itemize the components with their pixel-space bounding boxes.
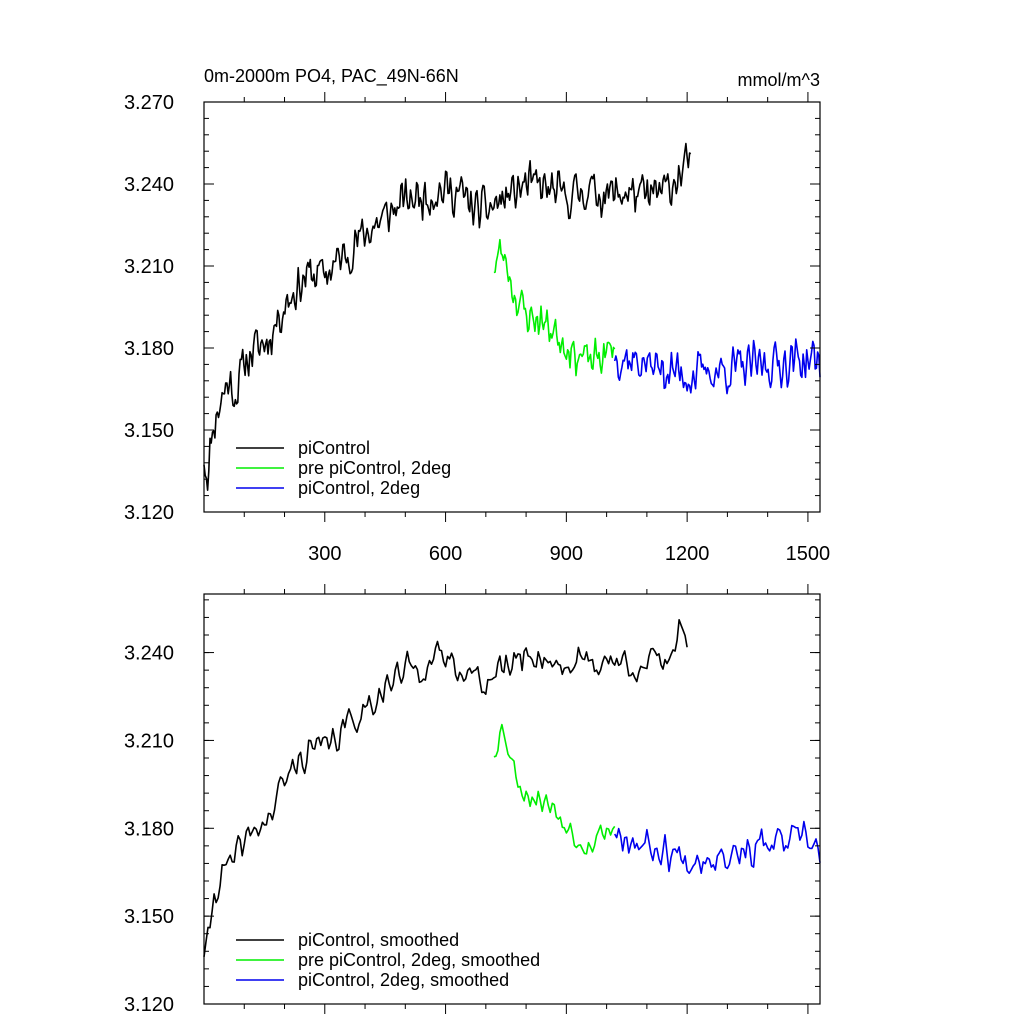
series-line-pre-picontrol-2deg <box>493 238 616 377</box>
bottom-panel-axes: 3.120 3.150 3.180 3.210 3.240 <box>124 584 821 1016</box>
x-tick-label: 600 <box>429 543 462 565</box>
x-tick-label: 1200 <box>665 543 710 565</box>
legend-label: piControl <box>298 438 370 458</box>
units-label: mmol/m^3 <box>738 70 820 90</box>
series-line-picontrol-smoothed <box>203 618 688 958</box>
bottom-panel: 3.120 3.150 3.180 3.210 3.240 piControl, smo… <box>124 584 821 1016</box>
legend-label: piControl, 2deg <box>298 478 420 498</box>
y-tick-label: 3.210 <box>124 256 174 278</box>
series-line-picontrol-2deg <box>613 338 821 395</box>
y-tick-label: 3.270 <box>124 92 174 114</box>
legend-label: pre piControl, 2deg <box>298 458 451 478</box>
legend-label: pre piControl, 2deg, smoothed <box>298 950 540 970</box>
y-tick-label: 3.120 <box>124 994 174 1016</box>
series-line-pre-picontrol-2deg-smoothed <box>493 723 616 855</box>
y-tick-label: 3.120 <box>124 502 174 524</box>
y-tick-label: 3.150 <box>124 906 174 928</box>
bottom-panel-series <box>203 618 821 958</box>
y-tick-label: 3.180 <box>124 818 174 840</box>
top-panel: 3.120 3.150 3.180 3.210 3.240 3.270 300 600 900 1… <box>124 92 830 565</box>
legend-label: piControl, smoothed <box>298 930 459 950</box>
plot-frame <box>203 593 821 1005</box>
y-tick-label: 3.150 <box>124 420 174 442</box>
x-tick-label: 900 <box>550 543 583 565</box>
y-tick-label: 3.180 <box>124 338 174 360</box>
x-tick-label: 1500 <box>786 543 831 565</box>
top-panel-series <box>203 142 821 492</box>
y-tick-label: 3.240 <box>124 643 174 665</box>
figure-title: 0m-2000m PO4, PAC_49N-66N <box>204 66 459 87</box>
y-tick-label: 3.240 <box>124 174 174 196</box>
plot-frame <box>203 101 821 513</box>
legend-label: piControl, 2deg, smoothed <box>298 970 509 990</box>
series-line-picontrol <box>203 142 692 492</box>
y-tick-label: 3.210 <box>124 730 174 752</box>
series-line-picontrol-2deg-smoothed <box>614 820 821 875</box>
x-tick-label: 300 <box>308 543 341 565</box>
top-panel-axes: 3.120 3.150 3.180 3.210 3.240 3.270 300 600 900 1… <box>124 92 830 565</box>
